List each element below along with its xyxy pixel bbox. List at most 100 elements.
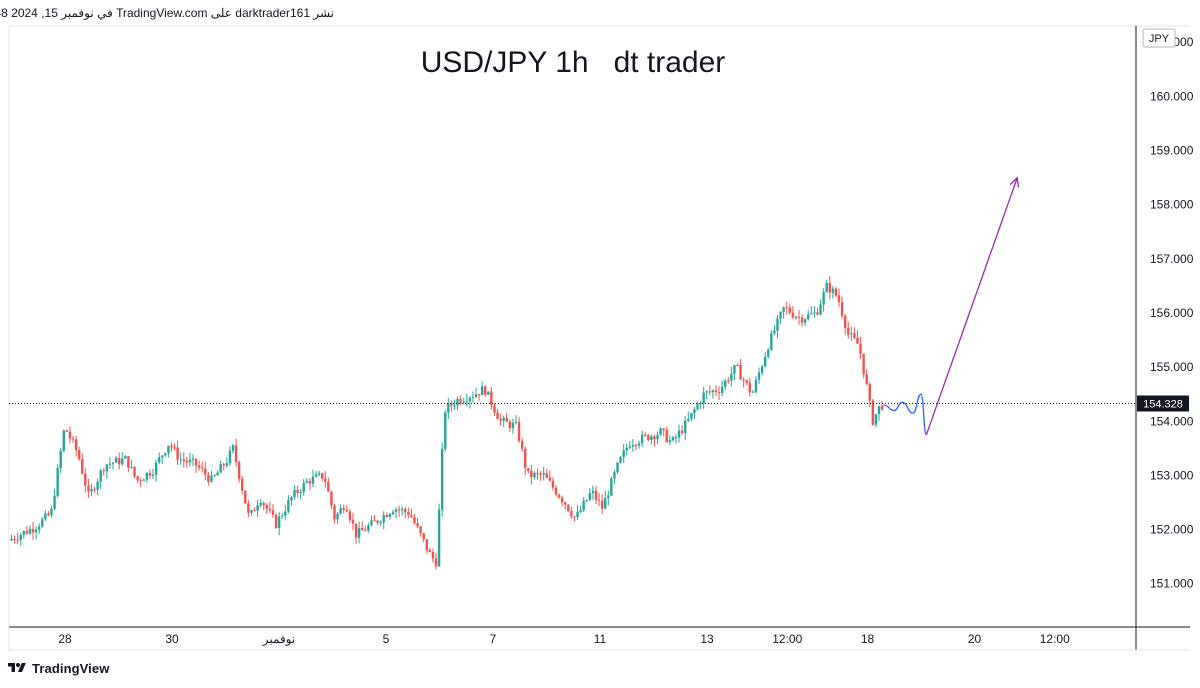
candle-down	[797, 316, 801, 318]
footer-brand-text: TradingView	[32, 660, 110, 676]
candle-up	[533, 472, 536, 478]
candle-down	[634, 445, 638, 447]
candle-up	[736, 364, 739, 366]
candle-down	[791, 312, 795, 318]
footer-brand[interactable]: TradingView	[8, 658, 109, 678]
candle-down	[871, 400, 875, 425]
candle-down	[364, 530, 367, 532]
candle-up	[394, 509, 398, 513]
candle-up	[794, 316, 798, 318]
candle-up	[62, 430, 65, 451]
candle-down	[834, 288, 838, 296]
candle-down	[708, 391, 712, 393]
candle-down	[714, 390, 718, 393]
candle-up	[696, 404, 699, 410]
candle-up	[59, 450, 62, 468]
candle-up	[121, 458, 124, 465]
candle-up	[822, 292, 825, 305]
candle-down	[450, 403, 453, 406]
candle-up	[693, 409, 696, 413]
publish-header: نشر darktrader161 على TradingView.com في…	[0, 0, 1200, 26]
candle-down	[201, 467, 204, 469]
candle-up	[760, 366, 764, 373]
candle-up	[444, 412, 447, 449]
candle-down	[373, 520, 376, 522]
candle-down	[268, 508, 272, 511]
candle-up	[803, 319, 807, 323]
candle-down	[788, 307, 791, 313]
candle-down	[499, 418, 502, 421]
candle-up	[579, 510, 582, 513]
candle-up	[130, 466, 133, 468]
candle-down	[81, 459, 84, 474]
candle-down	[434, 558, 438, 567]
candle-up	[850, 333, 853, 335]
candle-down	[354, 523, 358, 538]
candle-down	[419, 526, 422, 534]
candle-down	[321, 473, 324, 479]
candle-up	[813, 312, 816, 314]
candle-up	[730, 373, 733, 381]
candle-up	[831, 288, 835, 293]
candle-down	[253, 510, 256, 512]
x-tick-label: 20	[968, 632, 982, 646]
candle-up	[339, 508, 342, 514]
candle-up	[720, 386, 724, 393]
candle-up	[99, 470, 102, 482]
candle-up	[751, 391, 755, 393]
candle-down	[93, 488, 96, 490]
candle-up	[191, 458, 195, 460]
candle-down	[296, 489, 299, 493]
candle-up	[465, 401, 468, 403]
candle-down	[490, 391, 493, 406]
candle-down	[880, 406, 884, 410]
price-axis[interactable]: 151.000 152.000 153.000 154.000 155.000 156.0…	[1150, 35, 1194, 590]
candle-down	[484, 386, 487, 395]
candle-up	[770, 333, 773, 350]
candle-down	[727, 380, 730, 382]
candle-down	[428, 550, 432, 552]
time-axis[interactable]: 28 30 نوفمبر 5 7 11 13 12:00 18 20 12:00	[58, 632, 1070, 646]
candle-up	[487, 391, 490, 395]
candle-down	[859, 343, 862, 354]
y-tick-label: 153.000	[1150, 468, 1194, 482]
candle-down	[662, 428, 665, 431]
candle-up	[656, 434, 659, 440]
candle-up	[114, 457, 118, 463]
candle-up	[277, 516, 281, 528]
y-tick-label: 156.000	[1150, 306, 1194, 320]
currency-label-box[interactable]	[1142, 28, 1176, 48]
candle-up	[810, 313, 813, 315]
candle-up	[388, 514, 392, 518]
candle-down	[536, 472, 539, 474]
candle-down	[545, 473, 548, 478]
candle-down	[351, 519, 355, 524]
candle-up	[699, 403, 702, 405]
candle-down	[31, 528, 35, 533]
candle-down	[862, 353, 865, 375]
candle-down	[139, 480, 142, 482]
candle-up	[542, 473, 545, 475]
candle-down	[557, 494, 561, 498]
candle-down	[573, 516, 576, 518]
candle-up	[604, 497, 607, 509]
candle-up	[357, 528, 361, 538]
candle-down	[847, 327, 850, 335]
candle-up	[228, 450, 232, 464]
tradingview-logo-icon	[8, 663, 26, 672]
candle-down	[745, 380, 748, 383]
candle-up	[437, 509, 441, 567]
candle-up	[124, 456, 127, 459]
candle-up	[284, 511, 287, 516]
x-tick-label: 30	[165, 632, 179, 646]
candle-up	[400, 509, 404, 511]
candle-up	[161, 455, 164, 458]
candle-up	[145, 472, 149, 480]
candle-up	[591, 490, 595, 494]
target-arrow-line	[925, 177, 1018, 436]
current-price-tag[interactable]	[1137, 395, 1189, 412]
candle-up	[650, 436, 653, 441]
candle-up	[305, 480, 309, 483]
